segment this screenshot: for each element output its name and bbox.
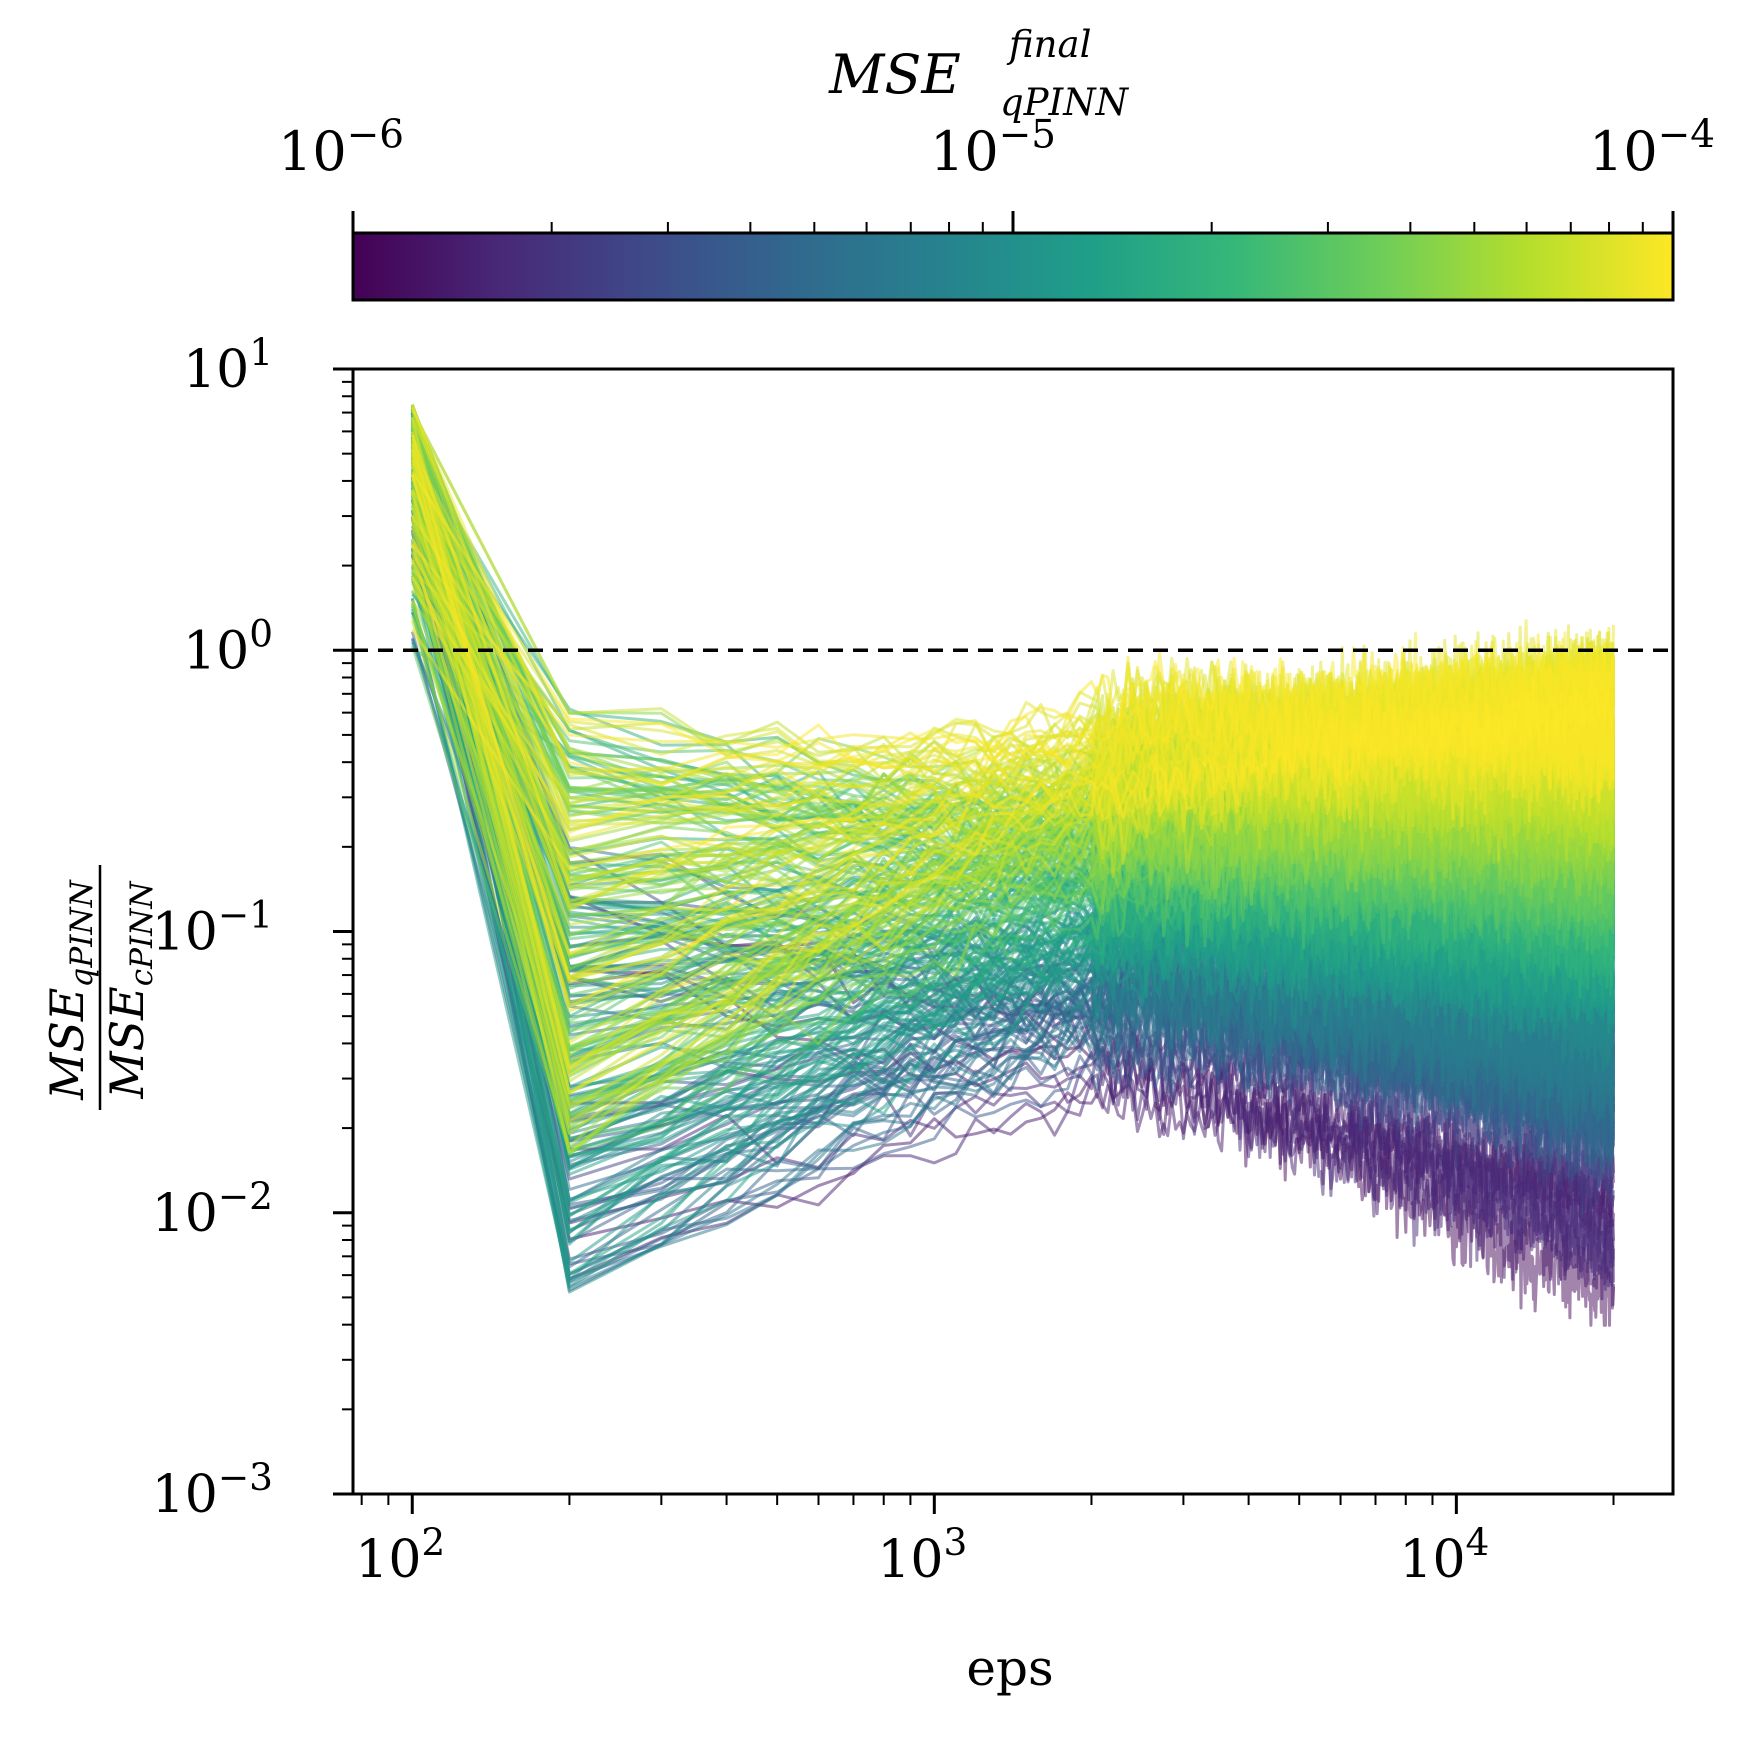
series-line [410,538,1615,834]
x-tick-label: 103 [877,1520,967,1590]
colorbar-tick-label: 10−4 [1589,112,1715,183]
y-tick-label: 100 [183,611,273,681]
y-axis-label: MSEqPINN MSEcPINN [40,865,160,1110]
x-tick-label: 104 [1399,1520,1489,1590]
colorbar-title-main: MSE [828,43,961,106]
x-axis-label: eps [966,1639,1053,1697]
x-axis-ticks: 102 103 104 [355,1494,1615,1590]
y-tick-label: 10−2 [152,1174,273,1244]
colorbar [351,231,1675,302]
colorbar-title-subscript: qPINN [1000,81,1130,124]
series-line [411,471,1615,816]
series-line [410,434,1615,889]
colorbar-tick-label: 10−6 [278,112,404,183]
y-label-denominator: MSEcPINN [100,880,160,1100]
x-tick-label: 102 [355,1520,445,1590]
y-tick-label: 10−1 [152,893,273,963]
colorbar-title: MSE [828,43,961,106]
colorbar-ticks: 10−6 10−5 10−4 [278,112,1715,233]
y-tick-label: 10−3 [152,1455,273,1525]
y-tick-label: 101 [183,330,273,400]
series-lines [410,404,1615,1327]
colorbar-title-superscript: final [1006,23,1091,66]
colorbar-tick-label: 10−5 [930,112,1056,183]
y-axis-ticks: 10−3 10−2 10−1 100 101 [152,330,353,1525]
y-label-numerator: MSEqPINN [40,878,100,1100]
